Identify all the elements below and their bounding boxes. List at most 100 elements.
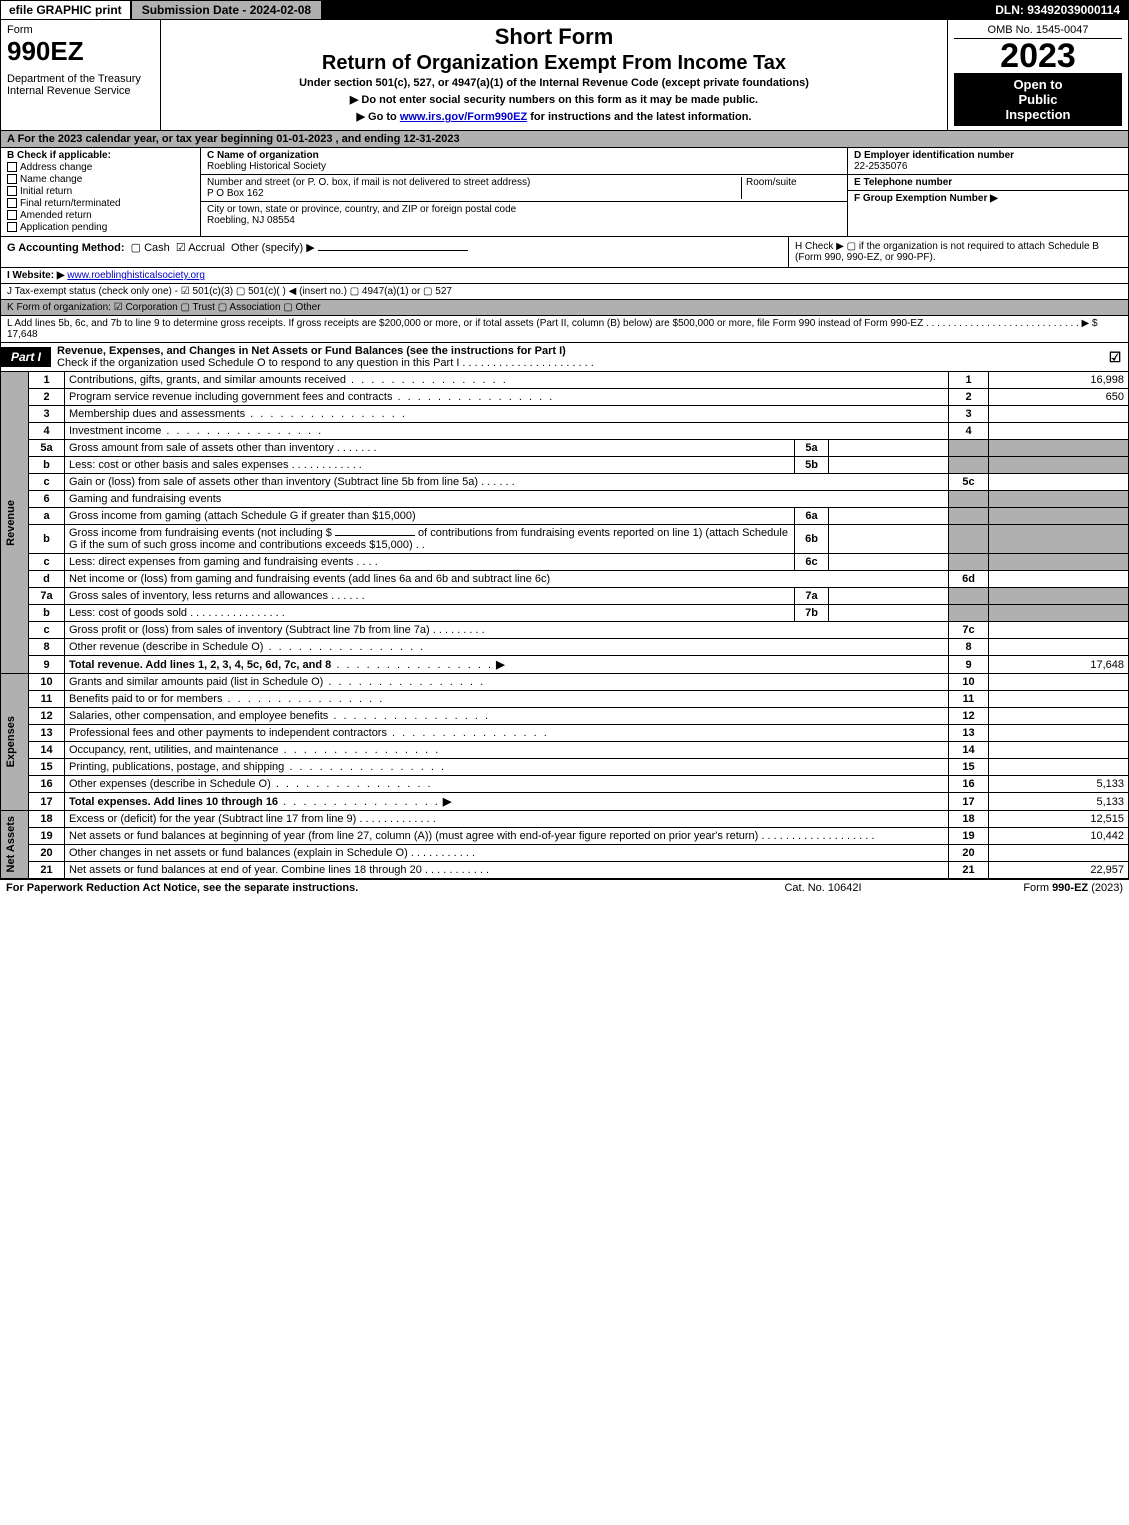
group-exempt-lbl: F Group Exemption Number ▶	[854, 193, 998, 204]
l10-desc: Grants and similar amounts paid (list in…	[65, 674, 949, 691]
l14-desc: Occupancy, rent, utilities, and maintena…	[65, 742, 949, 759]
l6c-val	[989, 554, 1129, 571]
footer-right: Form 990-EZ (2023)	[923, 882, 1123, 894]
l5b-mval	[829, 457, 949, 474]
note-goto-post: for instructions and the latest informat…	[527, 111, 751, 123]
irs-label: Internal Revenue Service	[7, 85, 154, 97]
ein-val: 22-2535076	[854, 161, 907, 172]
g-other-line[interactable]	[318, 250, 468, 251]
line-14: 14 Occupancy, rent, utilities, and maint…	[1, 742, 1129, 759]
l5c-val	[989, 474, 1129, 491]
line-20: 20 Other changes in net assets or fund b…	[1, 845, 1129, 862]
l21-num: 21	[29, 862, 65, 879]
chk-application-pending[interactable]: Application pending	[7, 222, 194, 233]
l6b-d1: Gross income from fundraising events (no…	[69, 527, 332, 539]
irs-link[interactable]: www.irs.gov/Form990EZ	[400, 111, 527, 123]
l13-val	[989, 725, 1129, 742]
line-10: Expenses 10 Grants and similar amounts p…	[1, 674, 1129, 691]
l2-rnum: 2	[949, 389, 989, 406]
l7a-rnum	[949, 588, 989, 605]
line-5b: b Less: cost or other basis and sales ex…	[1, 457, 1129, 474]
line-12: 12 Salaries, other compensation, and emp…	[1, 708, 1129, 725]
l7a-mval	[829, 588, 949, 605]
ein-cell: D Employer identification number 22-2535…	[848, 148, 1128, 175]
chk-final-return[interactable]: Final return/terminated	[7, 198, 194, 209]
header-right: OMB No. 1545-0047 2023 Open to Public In…	[948, 20, 1128, 130]
title-sub: Under section 501(c), 527, or 4947(a)(1)…	[167, 77, 941, 89]
header-left: Form 990EZ Department of the Treasury In…	[1, 20, 161, 130]
l6-num: 6	[29, 491, 65, 508]
l6a-val	[989, 508, 1129, 525]
l6a-mlbl: 6a	[795, 508, 829, 525]
l14-rnum: 14	[949, 742, 989, 759]
l16-val: 5,133	[989, 776, 1129, 793]
city-cell: City or town, state or province, country…	[201, 202, 847, 228]
chk-amended-return-lbl: Amended return	[20, 210, 92, 221]
line-19: 19 Net assets or fund balances at beginn…	[1, 828, 1129, 845]
efile-label[interactable]: efile GRAPHIC print	[1, 1, 132, 19]
line-1: Revenue 1 Contributions, gifts, grants, …	[1, 372, 1129, 389]
website-link[interactable]: www.roeblinghisticalsociety.org	[67, 270, 205, 281]
header-mid: Short Form Return of Organization Exempt…	[161, 20, 948, 130]
l6d-val	[989, 571, 1129, 588]
row-l-val: 17,648	[7, 329, 38, 340]
line-7b: b Less: cost of goods sold . . . . . . .…	[1, 605, 1129, 622]
chk-address-change[interactable]: Address change	[7, 162, 194, 173]
l1-desc: Contributions, gifts, grants, and simila…	[65, 372, 949, 389]
l9-num: 9	[29, 656, 65, 674]
l1-rnum: 1	[949, 372, 989, 389]
l20-rnum: 20	[949, 845, 989, 862]
chk-final-return-lbl: Final return/terminated	[20, 198, 121, 209]
chk-name-change[interactable]: Name change	[7, 174, 194, 185]
l5a-mval	[829, 440, 949, 457]
l7a-desc: Gross sales of inventory, less returns a…	[65, 588, 795, 605]
line-5c: c Gain or (loss) from sale of assets oth…	[1, 474, 1129, 491]
l6d-desc: Net income or (loss) from gaming and fun…	[65, 571, 949, 588]
l6c-mval	[829, 554, 949, 571]
line-17: 17 Total expenses. Add lines 10 through …	[1, 793, 1129, 811]
tel-lbl: E Telephone number	[854, 177, 952, 188]
l5a-mlbl: 5a	[795, 440, 829, 457]
l5c-rnum: 5c	[949, 474, 989, 491]
l18-val: 12,515	[989, 811, 1129, 828]
line-2: 2 Program service revenue including gove…	[1, 389, 1129, 406]
g-cash[interactable]: Cash	[144, 242, 170, 254]
chk-initial-return-lbl: Initial return	[20, 186, 72, 197]
l16-desc: Other expenses (describe in Schedule O)	[65, 776, 949, 793]
l1-val: 16,998	[989, 372, 1129, 389]
footer-right-post: (2023)	[1088, 882, 1123, 894]
form-number: 990EZ	[7, 36, 154, 67]
line-6d: d Net income or (loss) from gaming and f…	[1, 571, 1129, 588]
l3-num: 3	[29, 406, 65, 423]
line-6c: c Less: direct expenses from gaming and …	[1, 554, 1129, 571]
g-other[interactable]: Other (specify) ▶	[231, 242, 315, 254]
row-i: I Website: ▶ www.roeblinghisticalsociety…	[0, 268, 1129, 284]
row-l: L Add lines 5b, 6c, and 7b to line 9 to …	[0, 316, 1129, 343]
l12-desc: Salaries, other compensation, and employ…	[65, 708, 949, 725]
chk-amended-return[interactable]: Amended return	[7, 210, 194, 221]
col-d-e-f: D Employer identification number 22-2535…	[848, 148, 1128, 236]
chk-initial-return[interactable]: Initial return	[7, 186, 194, 197]
inspect-1: Open to	[958, 77, 1118, 92]
l5a-desc: Gross amount from sale of assets other t…	[65, 440, 795, 457]
part-i-checkbox[interactable]: ☑	[1102, 349, 1128, 366]
title-main: Return of Organization Exempt From Incom…	[167, 52, 941, 75]
l7c-val	[989, 622, 1129, 639]
l10-val	[989, 674, 1129, 691]
l5a-rnum	[949, 440, 989, 457]
line-11: 11 Benefits paid to or for members 11	[1, 691, 1129, 708]
dept-treasury: Department of the Treasury	[7, 73, 154, 85]
l4-num: 4	[29, 423, 65, 440]
l5c-desc: Gain or (loss) from sale of assets other…	[65, 474, 949, 491]
line-6: 6 Gaming and fundraising events	[1, 491, 1129, 508]
g-accrual[interactable]: Accrual	[188, 242, 225, 254]
line-7c: c Gross profit or (loss) from sales of i…	[1, 622, 1129, 639]
l6c-num: c	[29, 554, 65, 571]
l5b-val	[989, 457, 1129, 474]
street-lbl: Number and street (or P. O. box, if mail…	[207, 177, 530, 188]
l15-num: 15	[29, 759, 65, 776]
l7b-mval	[829, 605, 949, 622]
l21-rnum: 21	[949, 862, 989, 879]
org-name-lbl: C Name of organization	[207, 150, 319, 161]
line-6a: a Gross income from gaming (attach Sched…	[1, 508, 1129, 525]
